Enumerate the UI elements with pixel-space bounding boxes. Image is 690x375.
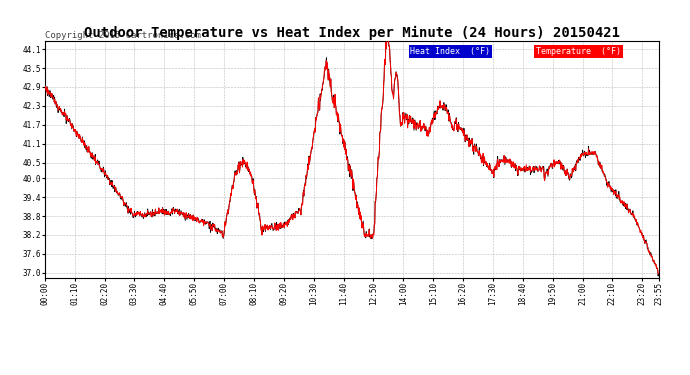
Text: Copyright 2015 Cartronics.com: Copyright 2015 Cartronics.com: [45, 31, 201, 40]
Text: Temperature  (°F): Temperature (°F): [536, 47, 621, 56]
Title: Outdoor Temperature vs Heat Index per Minute (24 Hours) 20150421: Outdoor Temperature vs Heat Index per Mi…: [84, 26, 620, 40]
Text: Heat Index  (°F): Heat Index (°F): [411, 47, 490, 56]
